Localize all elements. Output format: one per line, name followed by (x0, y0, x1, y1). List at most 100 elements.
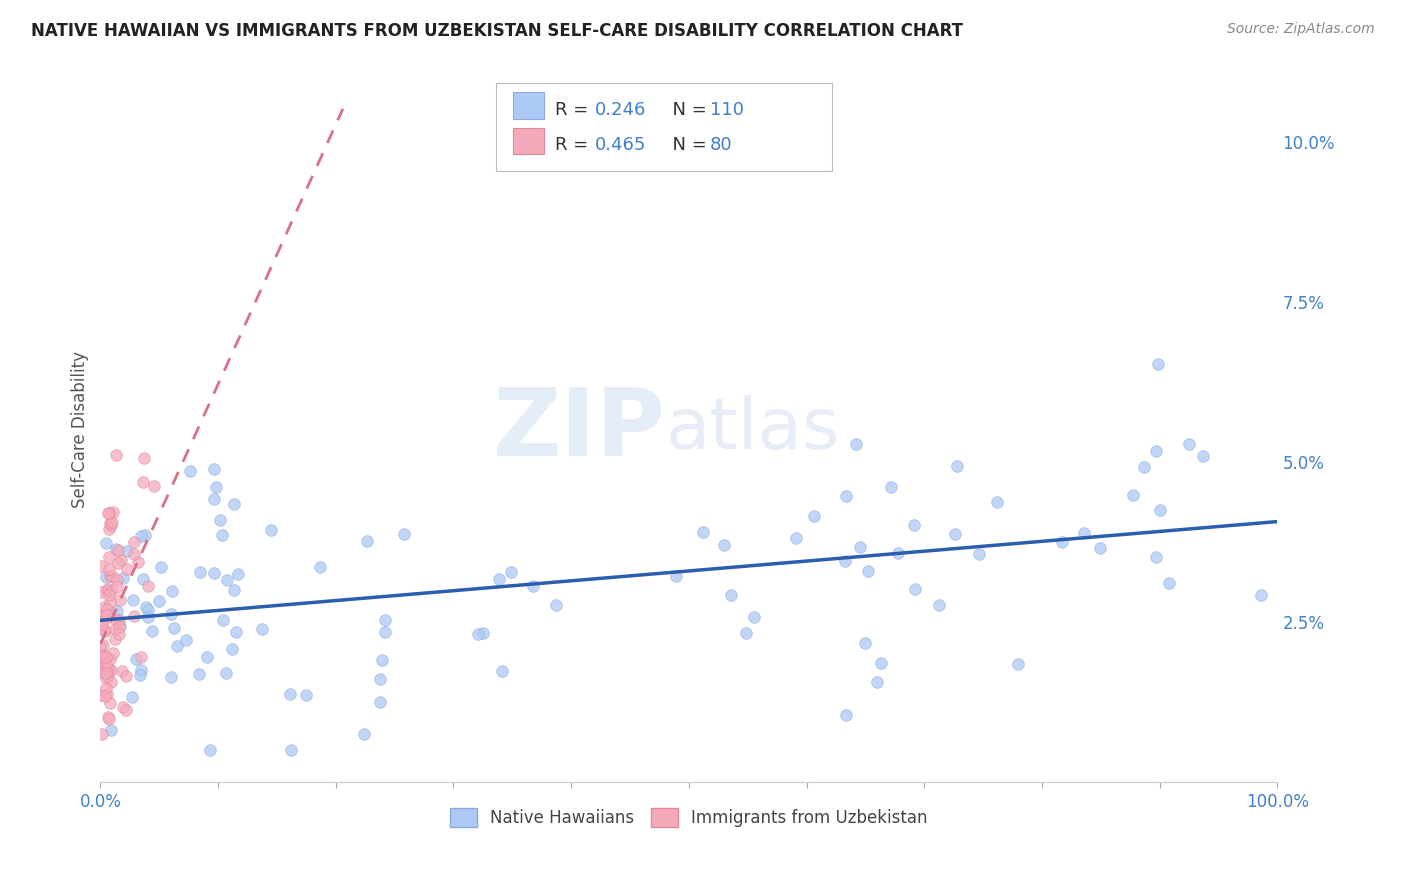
Point (374, 624, 396, 639)
Point (100, 583, 122, 598)
Point (103, 632, 125, 647)
Point (97, 506, 120, 520)
Point (100, 568, 122, 582)
Text: 80: 80 (710, 136, 733, 154)
Point (834, 489, 856, 503)
Point (122, 547, 145, 561)
Point (90, 659, 112, 673)
Point (108, 593, 131, 607)
Point (198, 743, 221, 757)
Point (1149, 502, 1171, 516)
Point (90, 688, 112, 702)
Point (1192, 449, 1215, 463)
Point (93, 623, 115, 637)
Point (108, 627, 131, 641)
Point (946, 458, 969, 473)
Point (309, 560, 332, 574)
Point (100, 517, 122, 532)
Point (94, 690, 117, 704)
Point (125, 652, 148, 666)
Point (374, 614, 396, 628)
Point (90, 621, 112, 635)
Y-axis label: Self-Care Disability: Self-Care Disability (72, 351, 89, 508)
Point (1052, 535, 1074, 549)
Point (159, 607, 181, 622)
Point (115, 669, 138, 683)
Point (188, 565, 211, 579)
Point (97, 607, 120, 621)
Point (90, 665, 112, 680)
Point (692, 525, 714, 540)
Point (107, 613, 129, 627)
Point (853, 636, 876, 650)
Text: R =: R = (555, 101, 595, 119)
Point (221, 642, 243, 657)
Point (97, 522, 120, 536)
Legend: Native Hawaiians, Immigrants from Uzbekistan: Native Hawaiians, Immigrants from Uzbeki… (443, 801, 934, 834)
Point (131, 649, 153, 664)
Point (986, 495, 1008, 509)
Point (280, 743, 302, 757)
Point (96, 661, 118, 675)
Point (371, 653, 394, 667)
Point (112, 571, 135, 585)
Point (1088, 541, 1111, 555)
Point (368, 695, 391, 709)
Point (134, 527, 156, 541)
Point (870, 656, 893, 670)
Point (101, 515, 124, 529)
Point (93, 662, 115, 676)
Point (1159, 575, 1181, 590)
Point (887, 546, 910, 560)
Point (179, 464, 201, 478)
Point (94, 657, 117, 672)
Point (205, 479, 228, 493)
Point (1073, 525, 1095, 540)
Point (294, 688, 316, 702)
Point (148, 594, 170, 608)
Point (94, 681, 117, 695)
Point (467, 627, 489, 641)
Point (1144, 549, 1167, 564)
Point (96, 583, 118, 598)
Point (98, 595, 121, 609)
Point (856, 564, 879, 578)
Point (115, 544, 138, 558)
Point (135, 599, 157, 614)
Point (845, 436, 868, 450)
Point (105, 573, 128, 587)
Point (111, 665, 134, 679)
Point (803, 508, 825, 523)
Text: N =: N = (661, 136, 713, 154)
Point (98, 550, 121, 565)
Point (104, 448, 127, 462)
Text: atlas: atlas (665, 395, 839, 465)
Point (112, 700, 135, 714)
Point (100, 723, 122, 738)
Point (225, 625, 247, 640)
Point (91, 648, 114, 662)
Point (138, 609, 160, 624)
Point (96, 687, 118, 701)
Point (215, 574, 238, 588)
Point (160, 670, 183, 684)
Point (353, 726, 375, 740)
Point (94, 671, 117, 685)
Point (880, 480, 903, 494)
Point (122, 535, 145, 549)
Point (101, 646, 124, 660)
Point (176, 633, 198, 648)
Point (97, 582, 120, 597)
Text: ZIP: ZIP (492, 384, 665, 476)
Text: NATIVE HAWAIIAN VS IMMIGRANTS FROM UZBEKISTAN SELF-CARE DISABILITY CORRELATION C: NATIVE HAWAIIAN VS IMMIGRANTS FROM UZBEK… (31, 22, 963, 40)
Point (128, 668, 150, 682)
Point (96, 602, 118, 616)
Point (96, 665, 118, 680)
Point (903, 517, 925, 532)
Point (108, 619, 131, 633)
Point (89, 640, 111, 654)
Point (195, 650, 218, 665)
Point (928, 599, 950, 613)
Point (98, 588, 121, 602)
Text: 110: 110 (710, 101, 744, 119)
